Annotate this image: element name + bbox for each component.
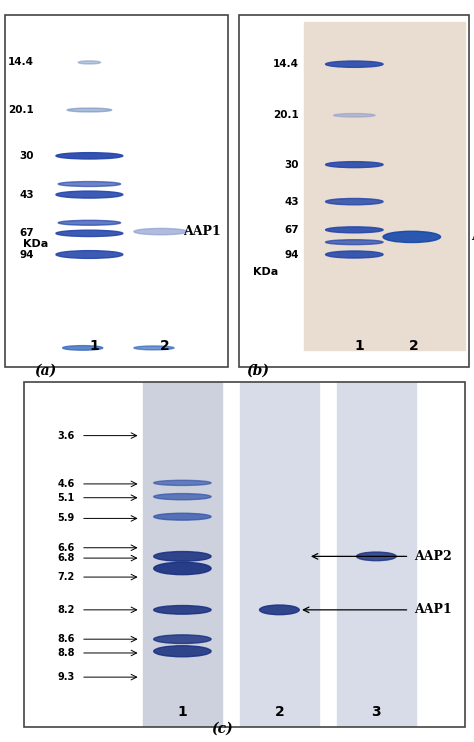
Ellipse shape	[154, 605, 211, 614]
Ellipse shape	[56, 230, 123, 237]
Bar	[240, 382, 319, 727]
Ellipse shape	[383, 232, 440, 243]
Bar	[337, 382, 416, 727]
Text: 14.4: 14.4	[273, 59, 299, 69]
Ellipse shape	[326, 251, 383, 258]
Ellipse shape	[356, 552, 396, 561]
Text: (c): (c)	[211, 722, 233, 736]
Text: (a): (a)	[34, 364, 56, 378]
Ellipse shape	[154, 551, 211, 561]
Text: AAP1: AAP1	[414, 603, 452, 617]
Text: 43: 43	[284, 197, 299, 206]
Text: 6.6: 6.6	[57, 542, 74, 553]
Text: AAP2: AAP2	[472, 230, 474, 243]
Text: 7.2: 7.2	[57, 572, 74, 582]
Ellipse shape	[56, 153, 123, 159]
Text: 30: 30	[19, 151, 34, 161]
Ellipse shape	[63, 346, 103, 350]
Text: 9.3: 9.3	[57, 672, 74, 682]
Ellipse shape	[260, 605, 299, 614]
Text: 1: 1	[89, 339, 99, 353]
Bar	[304, 22, 465, 349]
Text: 67: 67	[284, 225, 299, 234]
Ellipse shape	[326, 162, 383, 168]
Text: 30: 30	[285, 160, 299, 170]
Ellipse shape	[134, 346, 174, 349]
Text: 67: 67	[19, 229, 34, 238]
Ellipse shape	[134, 229, 187, 234]
Text: 94: 94	[19, 249, 34, 260]
Ellipse shape	[154, 646, 211, 657]
Ellipse shape	[326, 61, 383, 68]
Ellipse shape	[154, 493, 211, 500]
Text: 8.2: 8.2	[57, 605, 74, 615]
Text: 3.6: 3.6	[57, 430, 74, 441]
Text: 2: 2	[409, 339, 419, 353]
Text: 8.8: 8.8	[57, 648, 74, 658]
Text: 20.1: 20.1	[8, 105, 34, 115]
Ellipse shape	[154, 480, 211, 485]
Text: 1: 1	[178, 705, 187, 719]
Ellipse shape	[326, 240, 383, 245]
Text: 5.9: 5.9	[57, 513, 74, 523]
Ellipse shape	[56, 191, 123, 198]
Text: KDa: KDa	[253, 267, 278, 277]
Ellipse shape	[326, 198, 383, 205]
Ellipse shape	[154, 562, 211, 574]
Text: 4.6: 4.6	[57, 479, 74, 489]
Text: (b): (b)	[246, 364, 269, 378]
Text: 2: 2	[160, 339, 170, 353]
Text: 94: 94	[285, 249, 299, 260]
Text: 3: 3	[372, 705, 381, 719]
Ellipse shape	[58, 220, 120, 226]
Text: 20.1: 20.1	[273, 111, 299, 120]
Ellipse shape	[154, 513, 211, 520]
Text: AAP2: AAP2	[414, 550, 452, 563]
Text: 8.6: 8.6	[57, 634, 74, 644]
Text: 1: 1	[354, 339, 364, 353]
Text: 6.8: 6.8	[57, 553, 74, 563]
Text: AAP1: AAP1	[183, 225, 221, 238]
Ellipse shape	[334, 114, 375, 117]
Ellipse shape	[67, 108, 112, 112]
Ellipse shape	[78, 61, 100, 64]
Text: KDa: KDa	[23, 239, 48, 249]
Text: 14.4: 14.4	[8, 57, 34, 68]
Text: 43: 43	[19, 190, 34, 200]
Ellipse shape	[326, 227, 383, 233]
Ellipse shape	[56, 251, 123, 258]
Ellipse shape	[58, 182, 120, 186]
Text: 2: 2	[274, 705, 284, 719]
Text: 5.1: 5.1	[57, 493, 74, 503]
Ellipse shape	[154, 635, 211, 643]
Bar	[143, 382, 222, 727]
